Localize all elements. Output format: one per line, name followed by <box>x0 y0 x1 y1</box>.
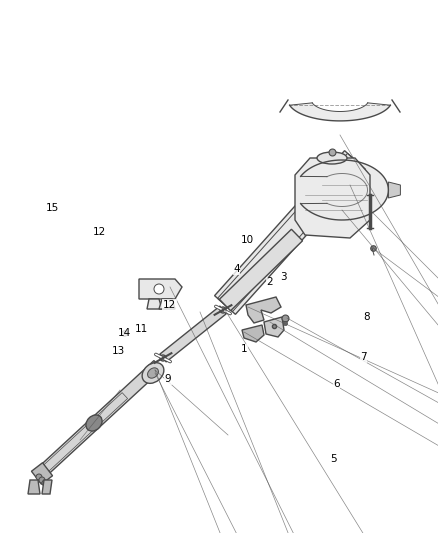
Polygon shape <box>160 306 226 362</box>
Ellipse shape <box>160 355 166 361</box>
Polygon shape <box>42 480 52 494</box>
Polygon shape <box>300 160 389 220</box>
Ellipse shape <box>317 152 347 164</box>
Polygon shape <box>159 299 175 309</box>
Text: 11: 11 <box>134 325 148 334</box>
Text: 1: 1 <box>241 344 248 354</box>
Ellipse shape <box>39 477 45 483</box>
Polygon shape <box>264 317 284 337</box>
Polygon shape <box>147 299 162 309</box>
Ellipse shape <box>36 474 42 480</box>
Ellipse shape <box>148 368 159 378</box>
Ellipse shape <box>42 480 48 486</box>
Text: 12: 12 <box>93 227 106 237</box>
Polygon shape <box>32 463 53 484</box>
Text: 5: 5 <box>330 455 337 464</box>
Polygon shape <box>38 361 162 477</box>
Text: 13: 13 <box>112 346 125 356</box>
Polygon shape <box>389 182 400 198</box>
Text: 10: 10 <box>241 235 254 245</box>
Ellipse shape <box>86 415 102 431</box>
Polygon shape <box>295 158 370 238</box>
Polygon shape <box>28 480 40 494</box>
Text: 15: 15 <box>46 203 59 213</box>
Ellipse shape <box>220 307 226 313</box>
Ellipse shape <box>154 284 164 294</box>
Text: 8: 8 <box>364 312 371 322</box>
Text: 9: 9 <box>164 375 171 384</box>
Text: 14: 14 <box>117 328 131 338</box>
Polygon shape <box>139 279 182 299</box>
Ellipse shape <box>142 362 164 383</box>
Text: 6: 6 <box>333 379 340 389</box>
Text: 3: 3 <box>280 272 287 282</box>
Text: 4: 4 <box>233 264 240 274</box>
Polygon shape <box>219 229 303 311</box>
Polygon shape <box>246 297 281 323</box>
Text: 7: 7 <box>360 352 367 362</box>
Polygon shape <box>290 103 390 121</box>
Polygon shape <box>215 151 365 314</box>
Text: 2: 2 <box>266 278 273 287</box>
Text: 12: 12 <box>163 300 176 310</box>
Polygon shape <box>242 325 264 342</box>
